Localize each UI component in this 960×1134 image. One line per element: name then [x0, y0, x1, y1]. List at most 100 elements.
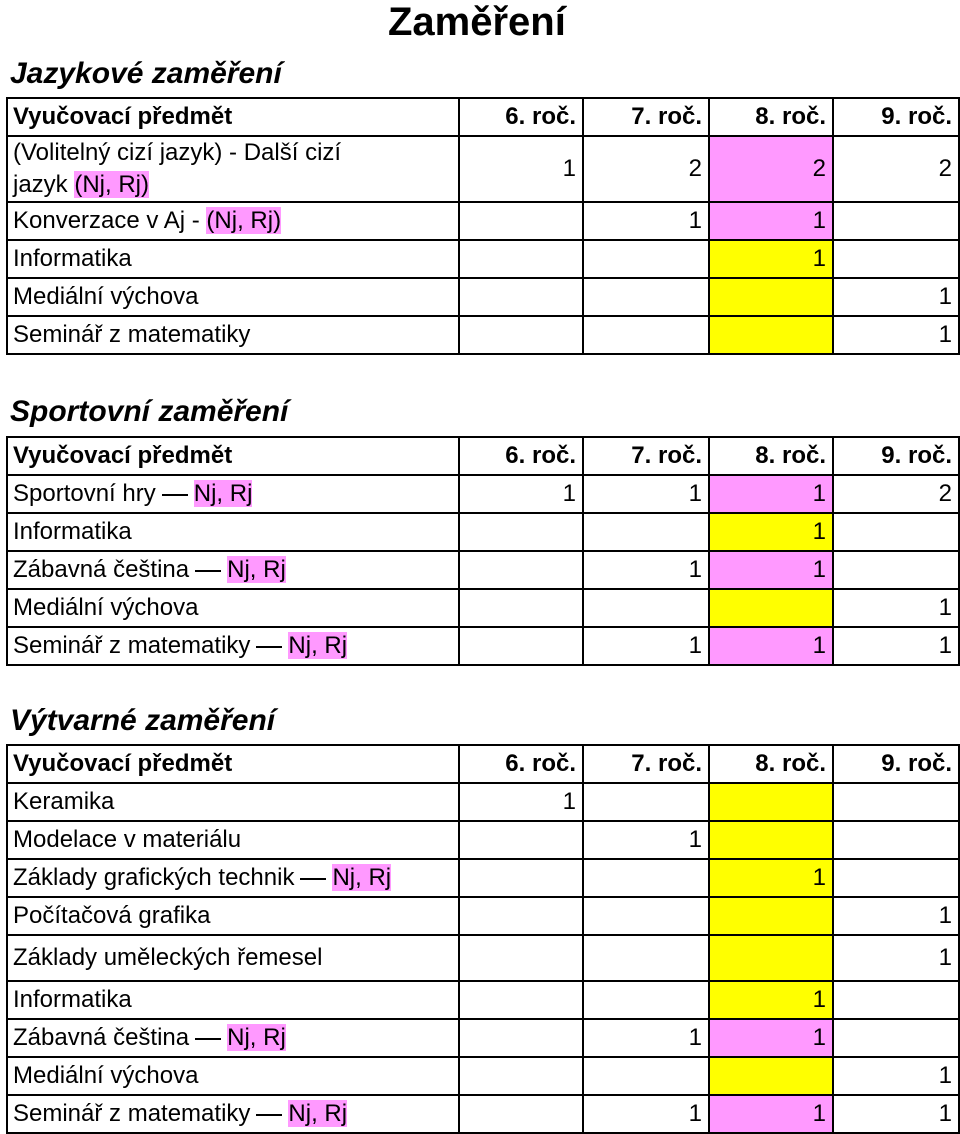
- hours-g8: 1: [708, 239, 834, 279]
- hours-g8: 1: [708, 512, 834, 552]
- hours-g8: 1: [708, 1094, 834, 1134]
- dash: [195, 1037, 222, 1040]
- hours-g6: [458, 896, 584, 936]
- table-row: Keramika 1: [6, 782, 960, 822]
- hours-g9: 2: [832, 474, 960, 514]
- subject-name: Seminář z matematiky: [6, 315, 460, 355]
- hours-g6: [458, 1094, 584, 1134]
- hours-g8: 2: [708, 135, 834, 203]
- hours-g6: [458, 858, 584, 898]
- hours-g9: 1: [832, 626, 960, 666]
- hours-g9: [832, 1018, 960, 1058]
- hours-g6: [458, 1018, 584, 1058]
- language-mark: (Nj, Rj): [74, 171, 150, 198]
- subject-name: (Volitelný cizí jazyk) - Další cizí jazyk…: [6, 135, 460, 203]
- table-row: Základy uměleckých řemesel 1: [6, 934, 960, 982]
- hours-g8: [708, 782, 834, 822]
- hours-g6: [458, 626, 584, 666]
- subject-name: Seminář z matematiky Nj, Rj: [6, 626, 460, 666]
- dash: [300, 877, 327, 880]
- subject-name: Základy grafických technik Nj, Rj: [6, 858, 460, 898]
- hours-g9: 1: [832, 315, 960, 355]
- hours-g8: 1: [708, 474, 834, 514]
- header-g9: 9. roč.: [832, 436, 960, 476]
- table-row: Seminář z matematiky Nj, Rj 1 1 1: [6, 1094, 960, 1134]
- hours-g7: [582, 934, 710, 982]
- header-subject: Vyučovací předmět: [6, 436, 460, 476]
- header-g9: 9. roč.: [832, 744, 960, 784]
- language-mark: Nj, Rj: [193, 480, 253, 507]
- table-row: Mediální výchova 1: [6, 588, 960, 628]
- hours-g7: [582, 1056, 710, 1096]
- hours-g7: 1: [582, 550, 710, 590]
- hours-g7: 1: [582, 201, 710, 241]
- table-jazykove: Vyučovací předmět 6. roč. 7. roč. 8. roč…: [6, 97, 960, 355]
- hours-g7: [582, 315, 710, 355]
- subject-name: Základy uměleckých řemesel: [6, 934, 460, 982]
- hours-g8: [708, 820, 834, 860]
- table-sportovni: Vyučovací předmět 6. roč. 7. roč. 8. roč…: [6, 436, 960, 666]
- hours-g6: 1: [458, 474, 584, 514]
- hours-g7: 2: [582, 135, 710, 203]
- subject-name: Mediální výchova: [6, 1056, 460, 1096]
- subject-name: Sportovní hry Nj, Rj: [6, 474, 460, 514]
- hours-g7: 1: [582, 626, 710, 666]
- table-vytvarne: Vyučovací předmět 6. roč. 7. roč. 8. roč…: [6, 744, 960, 1134]
- language-mark: (Nj, Rj): [206, 207, 282, 234]
- header-subject: Vyučovací předmět: [6, 97, 460, 137]
- table-row: Základy grafických technik Nj, Rj 1: [6, 858, 960, 898]
- hours-g7: 1: [582, 1094, 710, 1134]
- header-g7: 7. roč.: [582, 744, 710, 784]
- hours-g8: [708, 934, 834, 982]
- subject-name: Zábavná čeština Nj, Rj: [6, 550, 460, 590]
- hours-g7: 1: [582, 474, 710, 514]
- hours-g6: [458, 934, 584, 982]
- hours-g9: 1: [832, 1056, 960, 1096]
- language-mark: Nj, Rj: [288, 1100, 348, 1127]
- language-mark: Nj, Rj: [227, 1024, 286, 1051]
- hours-g7: 1: [582, 820, 710, 860]
- hours-g8: [708, 896, 834, 936]
- subject-name: Informatika: [6, 239, 460, 279]
- header-g8: 8. roč.: [708, 744, 834, 784]
- table-row: Modelace v materiálu 1: [6, 820, 960, 860]
- table-row: Informatika 1: [6, 512, 960, 552]
- table-row: (Volitelný cizí jazyk) - Další cizí jazyk…: [6, 135, 960, 203]
- subject-name: Počítačová grafika: [6, 896, 460, 936]
- header-g6: 6. roč.: [458, 744, 584, 784]
- header-g6: 6. roč.: [458, 97, 584, 137]
- header-g7: 7. roč.: [582, 436, 710, 476]
- dash: [195, 569, 222, 572]
- hours-g9: [832, 550, 960, 590]
- hours-g9: 1: [832, 277, 960, 317]
- hours-g8: [708, 588, 834, 628]
- subject-name: Informatika: [6, 512, 460, 552]
- hours-g7: [582, 588, 710, 628]
- subject-name: Keramika: [6, 782, 460, 822]
- header-g6: 6. roč.: [458, 436, 584, 476]
- hours-g9: 1: [832, 896, 960, 936]
- hours-g8: [708, 1056, 834, 1096]
- table-row: Seminář z matematiky Nj, Rj 1 1 1: [6, 626, 960, 666]
- hours-g6: [458, 980, 584, 1020]
- hours-g7: [582, 512, 710, 552]
- dash: [161, 493, 188, 496]
- hours-g8: 1: [708, 201, 834, 241]
- language-mark: Nj, Rj: [332, 864, 392, 891]
- language-mark: Nj, Rj: [227, 556, 286, 583]
- language-mark: Nj, Rj: [288, 632, 348, 659]
- hours-g6: [458, 277, 584, 317]
- table-row: Zábavná čeština Nj, Rj 1 1: [6, 550, 960, 590]
- hours-g6: [458, 239, 584, 279]
- hours-g7: [582, 277, 710, 317]
- section-title-jazykove: Jazykové zaměření: [10, 57, 282, 90]
- table-header: Vyučovací předmět 6. roč. 7. roč. 8. roč…: [6, 97, 960, 137]
- dash: [256, 1113, 283, 1116]
- table-row: Informatika 1: [6, 980, 960, 1020]
- hours-g8: 1: [708, 626, 834, 666]
- subject-name: Konverzace v Aj - (Nj, Rj): [6, 201, 460, 241]
- page-title: Zaměření: [388, 0, 566, 44]
- hours-g8: 1: [708, 550, 834, 590]
- hours-g6: [458, 201, 584, 241]
- section-title-sportovni: Sportovní zaměření: [10, 395, 289, 428]
